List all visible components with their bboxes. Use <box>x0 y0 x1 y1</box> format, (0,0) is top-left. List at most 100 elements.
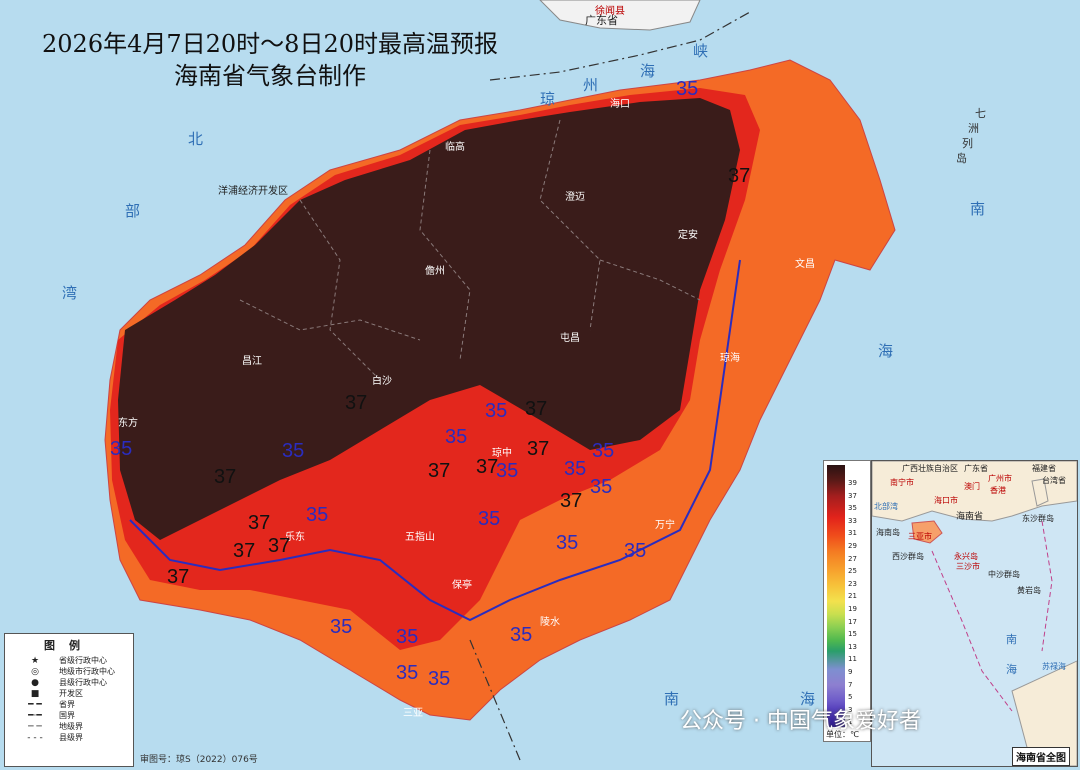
city-wuzhishan: 五指山 <box>405 532 435 543</box>
sea-label-hai: 海 <box>640 62 656 80</box>
colorbar-tick: 29 <box>848 542 857 550</box>
colorbar-tick: 7 <box>848 680 853 689</box>
city-dingan: 定安 <box>678 230 698 241</box>
inset-label: 台湾省 <box>1042 476 1066 485</box>
iso-label-35: 35 <box>485 400 508 422</box>
iso-label-35: 35 <box>624 540 647 562</box>
inset-svg <box>872 461 1077 766</box>
sea-label-qiong: 琼 <box>540 90 556 108</box>
square-icon: ■ <box>30 688 40 699</box>
inset-label: 南 <box>1006 633 1017 646</box>
inset-label: 广西壮族自治区 <box>902 464 958 473</box>
colorbar-unit: 单位：℃ <box>826 730 859 739</box>
colorbar-tick: 15 <box>848 630 857 639</box>
iso-label-35: 35 <box>428 668 451 690</box>
iso-label-35: 35 <box>478 508 501 530</box>
city-sanya: 三亚 <box>403 708 423 719</box>
iso-label-37: 37 <box>476 456 499 478</box>
city-wenchang: 文昌 <box>795 259 815 270</box>
label-yangpu: 洋浦经济开发区 <box>218 186 288 197</box>
legend-item: ─ ─ 地级界 <box>11 721 133 732</box>
colorbar-tick: 5 <box>848 693 853 702</box>
inset-label: 苏禄海 <box>1042 662 1066 671</box>
city-wanning: 万宁 <box>655 520 675 531</box>
inset-label: 海口市 <box>934 496 958 505</box>
legend-item: ━·━ 国界 <box>11 710 133 721</box>
colorbar-tick: 33 <box>848 516 857 525</box>
dot-icon: ● <box>31 677 39 688</box>
inset-label: 南宁市 <box>890 478 914 487</box>
colorbar-tick: 13 <box>848 642 857 651</box>
city-ledong: 乐东 <box>285 532 305 543</box>
colorbar: 39 37 35 33 31 29 27 25 23 21 19 17 15 13 11 9 7 5 3 1 单位：℃ <box>823 460 871 742</box>
iso-label-35: 35 <box>110 438 133 460</box>
sea-label-qi: 七 <box>975 107 986 120</box>
inset-label: 三亚市 <box>908 532 932 541</box>
legend-title: 图例 <box>44 639 94 652</box>
legend-item: ● 县级行政中心 <box>11 677 133 688</box>
colorbar-tick: 35 <box>848 504 857 513</box>
legend-item: ■ 开发区 <box>11 688 133 699</box>
legend-item: ★ 省级行政中心 <box>11 655 133 666</box>
inset-label: 香港 <box>990 486 1006 495</box>
iso-label-35: 35 <box>676 78 699 100</box>
legend-item: ━ ━ 省界 <box>11 699 133 710</box>
inset-label: 黄岩岛 <box>1017 586 1041 595</box>
sea-label-hai2: 海 <box>878 342 894 360</box>
iso-label-37: 37 <box>527 438 550 460</box>
inset-label: 福建省 <box>1032 464 1056 473</box>
city-haikou: 海口 <box>610 99 630 110</box>
iso-label-37: 37 <box>728 165 751 187</box>
inset-label: 海 <box>1006 663 1017 676</box>
sea-label-zhou: 州 <box>583 76 599 94</box>
sea-label-wan: 湾 <box>62 284 78 302</box>
city-qionghai: 琼海 <box>720 353 740 364</box>
iso-label-35: 35 <box>445 426 468 448</box>
city-danzhou: 儋州 <box>425 266 445 277</box>
province-line-icon: ━ ━ <box>28 699 42 710</box>
map-legend: 图例 ★ 省级行政中心 ◎ 地级市行政中心 ● 县级行政中心 ■ 开发区 ━ ━ 省界 ━… <box>4 633 134 767</box>
zone-37 <box>118 98 740 540</box>
sea-label-nan: 南 <box>970 200 986 218</box>
inset-label: 北部湾 <box>874 502 898 511</box>
map-title: 2026年4月7日20时～8日20时最高温预报 海南省气象台制作 <box>0 28 540 92</box>
sea-label-nan2: 南 <box>664 690 680 708</box>
county-line-icon: - - - <box>27 732 43 743</box>
inset-label: 澳门 <box>964 482 980 491</box>
inset-label: 西沙群岛 <box>892 552 924 561</box>
inset-label: 广州市 <box>988 474 1012 483</box>
iso-label-35: 35 <box>330 616 353 638</box>
city-lingao: 临高 <box>445 142 465 153</box>
sea-label-bei: 北 <box>188 130 204 148</box>
colorbar-tick: 19 <box>848 605 857 613</box>
sea-label-hai3: 海 <box>800 690 816 708</box>
iso-label-37: 37 <box>167 566 190 588</box>
inset-label: 海南岛 <box>876 528 900 537</box>
sea-label-xia: 峡 <box>693 42 709 60</box>
iso-label-37: 37 <box>233 540 256 562</box>
iso-label-35: 35 <box>396 626 419 648</box>
label-xuwen: 徐闻县 <box>595 6 625 17</box>
city-changjiang: 昌江 <box>242 356 262 367</box>
sea-label-bu: 部 <box>125 202 141 220</box>
iso-label-37: 37 <box>345 392 368 414</box>
city-lingshui: 陵水 <box>540 617 560 628</box>
city-tunchang: 屯昌 <box>560 333 580 344</box>
inset-label: 海南省 <box>956 512 984 522</box>
iso-label-35: 35 <box>496 460 519 482</box>
watermark: 公众号 · 中国气象爱好者 <box>680 709 921 734</box>
iso-label-35: 35 <box>510 624 533 646</box>
iso-label-35: 35 <box>306 504 329 526</box>
label-guangdong: 广东省 <box>585 14 618 27</box>
sea-label-dao: 岛 <box>956 152 967 165</box>
map-approval-number: 审图号：琼S（2022）076号 <box>140 755 258 765</box>
star-icon: ★ <box>30 655 40 666</box>
iso-label-37: 37 <box>428 460 451 482</box>
city-baisha: 白沙 <box>372 376 392 387</box>
colorbar-gradient <box>827 465 845 727</box>
title-line2: 海南省气象台制作 <box>174 62 366 90</box>
legend-item: - - - 县级界 <box>11 732 133 743</box>
iso-label-35: 35 <box>282 440 305 462</box>
